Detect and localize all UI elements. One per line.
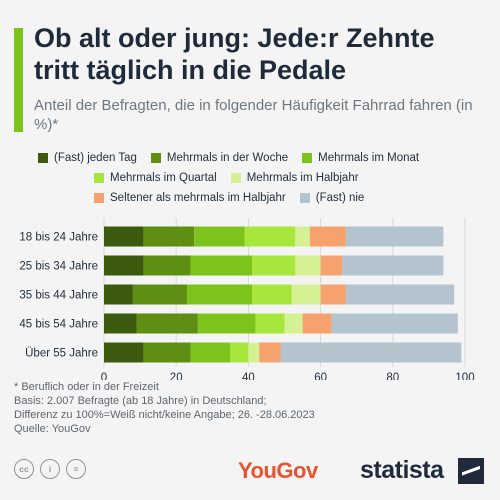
bar-segment xyxy=(104,342,144,363)
x-tick-label: 40 xyxy=(242,372,255,380)
legend-item: Mehrmals im Monat xyxy=(302,152,419,164)
bar-segment xyxy=(136,313,198,334)
legend-label: Seltener als mehrmals im Halbjahr xyxy=(110,192,286,204)
equals-icon[interactable]: = xyxy=(66,459,86,479)
info-icon[interactable]: i xyxy=(40,459,60,479)
bar-segment xyxy=(259,342,281,363)
bar-segment xyxy=(132,284,188,305)
bar-segment xyxy=(331,313,458,334)
bar-segment xyxy=(197,313,256,334)
chart-title: Ob alt oder jung: Jede:r Zehnte tritt tä… xyxy=(34,23,435,85)
title-accent-bar xyxy=(14,28,23,132)
legend-label: Mehrmals in der Woche xyxy=(166,152,289,164)
stacked-bar-chart: 18 bis 24 Jahre 25 bis 34 Jahre 35 bis 44 … xyxy=(19,218,475,380)
footnote-difference: Differenz zu 100%=Weiß nicht/keine Angab… xyxy=(14,409,315,421)
bar-segment xyxy=(187,284,253,305)
legend-label: Mehrmals im Quartal xyxy=(110,172,217,184)
legend-swatch xyxy=(38,153,48,163)
footnotes: * Beruflich oder in der Freizeit Basis: … xyxy=(14,380,484,436)
bar-segment xyxy=(190,342,231,363)
legend-swatch xyxy=(94,193,104,203)
bar-segment xyxy=(244,226,296,247)
x-tick-label: 0 xyxy=(101,372,107,380)
legend-row: (Fast) jeden Tag Mehrmals in der Woche M… xyxy=(38,148,488,168)
bar-segment xyxy=(342,255,444,276)
bar-segment xyxy=(280,342,462,363)
statista-logo-icon[interactable] xyxy=(458,458,484,484)
bar-segment xyxy=(252,284,292,305)
legend-swatch xyxy=(230,173,241,183)
legend-item: (Fast) nie xyxy=(299,192,365,204)
category-label: 35 bis 44 Jahre xyxy=(19,290,98,302)
legend-swatch xyxy=(94,173,104,183)
legend-item: Mehrmals im Halbjahr xyxy=(230,172,359,184)
legend-swatch xyxy=(299,193,310,203)
footnote-basis: Basis: 2.007 Befragte (ab 18 Jahre) in D… xyxy=(14,395,267,407)
category-label: 25 bis 34 Jahre xyxy=(19,261,98,273)
bar-segment xyxy=(104,255,144,276)
x-tick-label: 60 xyxy=(314,372,327,380)
bar-segment xyxy=(252,255,296,276)
bar-segment xyxy=(143,342,191,363)
legend-label: (Fast) jeden Tag xyxy=(54,152,137,164)
bar-segment xyxy=(291,284,321,305)
legend-row: Seltener als mehrmals im Halbjahr (Fast)… xyxy=(38,188,488,208)
yougov-logo[interactable]: YouGov xyxy=(238,458,318,483)
chart-subtitle: Anteil der Befragten, die in folgender H… xyxy=(34,97,473,133)
bar-segment xyxy=(143,226,195,247)
category-label: Über 55 Jahre xyxy=(25,348,98,360)
statista-logo[interactable]: statista xyxy=(360,456,444,484)
bar-segment xyxy=(284,313,303,334)
bar-segment xyxy=(194,226,245,247)
bar-segment xyxy=(190,255,253,276)
bar-segment xyxy=(345,284,455,305)
bar-segment xyxy=(320,255,343,276)
bar-segment xyxy=(255,313,285,334)
bar-segment xyxy=(309,226,346,247)
category-label: 45 bis 54 Jahre xyxy=(19,319,98,331)
legend-item: Seltener als mehrmals im Halbjahr xyxy=(94,192,286,204)
bar-segment xyxy=(143,255,191,276)
license-icons: cc i = xyxy=(14,459,92,479)
legend-swatch xyxy=(302,153,313,163)
bar-segment xyxy=(104,313,137,334)
x-tick-label: 80 xyxy=(386,372,399,380)
legend-swatch xyxy=(150,153,161,163)
category-label: 18 bis 24 Jahre xyxy=(19,232,98,244)
legend: (Fast) jeden Tag Mehrmals in der Woche M… xyxy=(38,148,488,208)
legend-row: Mehrmals im Quartal Mehrmals im Halbjahr xyxy=(38,168,488,188)
bar-segment xyxy=(104,284,133,305)
bar-segment xyxy=(320,284,346,305)
bar-segment xyxy=(295,255,321,276)
x-tick-label: 100 xyxy=(455,372,474,380)
bar-segment xyxy=(104,226,144,247)
x-tick-label: 20 xyxy=(170,372,183,380)
legend-item: Mehrmals im Quartal xyxy=(94,172,217,184)
legend-label: Mehrmals im Halbjahr xyxy=(246,172,359,184)
legend-label: (Fast) nie xyxy=(315,192,365,204)
bar-segment xyxy=(295,226,310,247)
legend-item: (Fast) jeden Tag xyxy=(38,152,137,164)
bar-segment xyxy=(345,226,444,247)
bar-segment xyxy=(230,342,249,363)
footnote-asterisk: * Beruflich oder in der Freizeit xyxy=(14,381,159,393)
legend-item: Mehrmals in der Woche xyxy=(150,152,289,164)
bar-segment xyxy=(248,342,260,363)
footnote-source: Quelle: YouGov xyxy=(14,423,91,435)
bar-segment xyxy=(302,313,332,334)
legend-label: Mehrmals im Monat xyxy=(318,152,420,164)
cc-icon[interactable]: cc xyxy=(14,459,34,479)
